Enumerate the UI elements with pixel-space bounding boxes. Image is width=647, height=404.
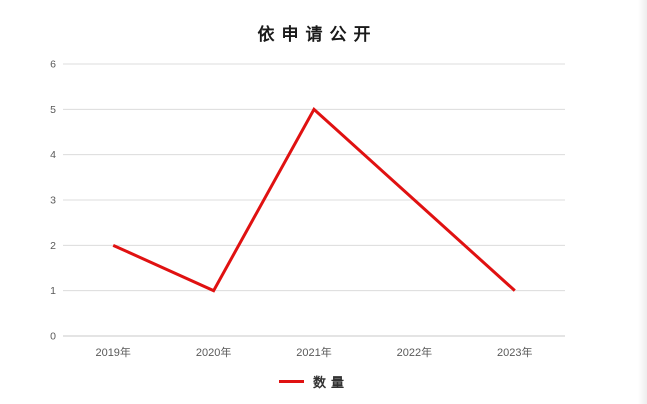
x-axis-tick-label: 2020年 (196, 345, 231, 359)
y-axis-tick-label: 2 (50, 240, 56, 252)
y-axis-tick-label: 5 (50, 104, 56, 116)
series-line (112, 106, 516, 293)
legend-line-marker (278, 379, 304, 383)
x-axis-tick-label: 2021年 (296, 345, 331, 359)
legend: 数量 (63, 371, 565, 391)
y-axis-tick-label: 6 (50, 59, 56, 71)
x-axis-tick-label: 2023年 (497, 345, 532, 359)
y-axis-tick-label: 1 (50, 285, 56, 297)
y-axis-tick-label: 0 (50, 331, 56, 343)
legend-series-label: 数量 (312, 375, 349, 391)
x-axis-tick-label: 2019年 (95, 345, 130, 359)
y-axis-tick-label: 3 (50, 195, 56, 207)
chart-title: 依申请公开 (257, 25, 378, 45)
x-axis-tick-label: 2022年 (397, 345, 432, 359)
y-axis-tick-label: 4 (50, 149, 56, 161)
